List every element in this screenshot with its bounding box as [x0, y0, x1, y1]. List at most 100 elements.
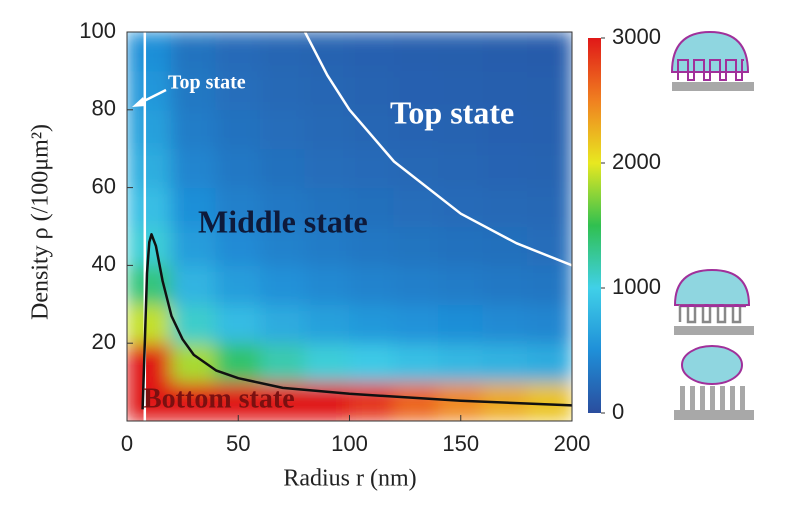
y-tick-label: 40: [92, 251, 116, 276]
heatmap-cell: [527, 226, 572, 266]
heatmap-cell: [527, 381, 572, 421]
icon-middle: [673, 268, 754, 335]
colorbar-tick-label: 0: [612, 399, 624, 424]
heatmap-cell: [127, 148, 172, 189]
heatmap-cell: [304, 264, 350, 305]
x-tick-label: 200: [554, 431, 591, 456]
heatmap-cell: [393, 264, 439, 305]
boundary-line: [141, 233, 572, 410]
heatmap-cell: [393, 303, 439, 344]
heatmap-cell: [215, 70, 261, 111]
heatmap-cell: [393, 70, 439, 111]
heatmap-cell: [527, 109, 572, 150]
heatmap-cell: [171, 32, 217, 72]
heatmap-cell: [438, 226, 484, 266]
heatmap-cell: [260, 303, 306, 344]
heatmap-cell: [438, 32, 484, 72]
x-axis-label: Radius r (nm): [283, 466, 416, 492]
heatmap-cell: [215, 148, 261, 189]
heatmap-cell: [171, 70, 217, 111]
heatmap-cell: [349, 70, 395, 111]
heatmap-cell: [393, 226, 439, 266]
x-tick-label: 0: [121, 431, 133, 456]
x-tick-label: 150: [442, 431, 479, 456]
heatmap-cell: [482, 148, 528, 189]
heatmap-cell: [438, 70, 484, 111]
boundary-lines: [141, 32, 572, 421]
heatmap-cell: [482, 32, 528, 72]
annotation: Top state: [390, 94, 514, 130]
heatmap-cell: [215, 226, 261, 266]
heatmap-cell: [127, 303, 172, 344]
heatmap-cell: [260, 109, 306, 150]
heatmap-cell: [171, 109, 217, 150]
heatmap-cell: [127, 342, 172, 383]
x-tick-label: 50: [226, 431, 250, 456]
heatmap-cell: [482, 109, 528, 150]
heatmap-cell: [349, 187, 395, 227]
heatmap-cell: [127, 381, 172, 421]
icon-top: [670, 30, 754, 91]
heatmap-cell: [482, 70, 528, 111]
heatmap-cell: [260, 32, 306, 72]
icon-bottom: [674, 345, 754, 420]
heatmap-cell: [127, 264, 172, 305]
heatmap-cell: [260, 187, 306, 227]
heatmap-cell: [171, 264, 217, 305]
heatmap-cell: [482, 187, 528, 227]
y-axis-label: Density ρ (/100μm²): [28, 124, 54, 320]
heatmap-cell: [304, 342, 350, 383]
heatmap-cell: [349, 32, 395, 72]
colorbar-tick-label: 3000: [612, 24, 661, 49]
heatmap-cell: [215, 32, 261, 72]
heatmap-cell: [260, 342, 306, 383]
heatmap-cell: [393, 109, 439, 150]
heatmap-cell: [438, 109, 484, 150]
heatmap-cell: [349, 109, 395, 150]
heatmap-cell: [260, 70, 306, 111]
heatmap-cell: [171, 226, 217, 266]
arrow-head: [132, 97, 146, 107]
heatmap-cell: [527, 32, 572, 72]
y-tick-label: 20: [92, 329, 116, 354]
heatmap-cell: [215, 342, 261, 383]
heatmap-cell: [527, 187, 572, 227]
heatmap-cell: [171, 303, 217, 344]
heatmap-cell: [127, 187, 172, 227]
boundary-line: [303, 32, 572, 267]
heatmap-cell: [171, 187, 217, 227]
heatmap-cell: [527, 148, 572, 189]
heatmap-cell: [393, 32, 439, 72]
heatmap-cell: [349, 303, 395, 344]
heatmap-cell: [215, 264, 261, 305]
heatmap-cell: [482, 342, 528, 383]
heatmap-cell: [215, 303, 261, 344]
heatmap-cell: [304, 226, 350, 266]
heatmap-cell: [304, 148, 350, 189]
colorbar-tick-label: 1000: [612, 274, 661, 299]
heatmap-cell: [260, 148, 306, 189]
heatmap-cell: [527, 342, 572, 383]
heatmap-cell: [349, 264, 395, 305]
heatmap-cell: [304, 187, 350, 227]
annotation: Middle state: [198, 203, 368, 239]
heatmap-cell: [171, 381, 217, 421]
colorbar-tick-label: 2000: [612, 149, 661, 174]
heatmap-cell: [260, 226, 306, 266]
state-icons: [670, 30, 754, 420]
heatmap-cell: [171, 342, 217, 383]
heatmap-cell: [438, 264, 484, 305]
heatmap-cell: [349, 342, 395, 383]
heatmap-cell: [304, 381, 350, 421]
colorbar: [588, 38, 601, 413]
heatmap-cell: [127, 32, 172, 72]
heatmap-cell: [393, 342, 439, 383]
heatmap-cell: [527, 264, 572, 305]
arrow: [139, 88, 167, 105]
annotation: Top state: [168, 72, 246, 94]
heatmap-cell: [438, 148, 484, 189]
heatmap-cell: [304, 303, 350, 344]
heatmap-cell: [393, 381, 439, 421]
annotation: Bottom state: [143, 383, 295, 414]
